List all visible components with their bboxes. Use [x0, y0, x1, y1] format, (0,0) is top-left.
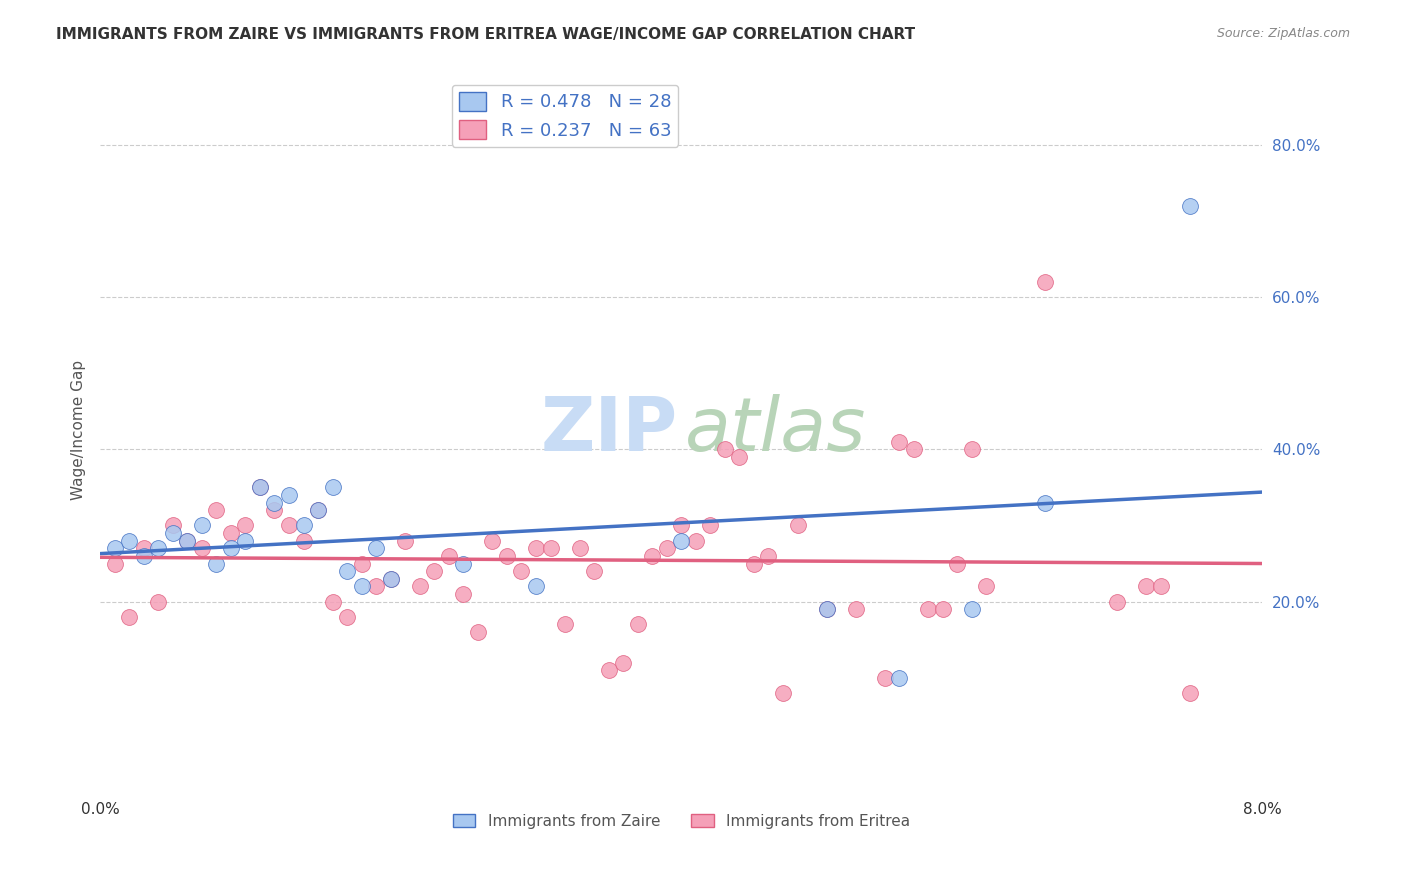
Legend: Immigrants from Zaire, Immigrants from Eritrea: Immigrants from Zaire, Immigrants from E… — [447, 807, 917, 835]
Point — [191, 518, 214, 533]
Point — [758, 549, 780, 563]
Point — [481, 533, 503, 548]
Point — [554, 617, 576, 632]
Point — [322, 480, 344, 494]
Point — [263, 495, 285, 509]
Point — [132, 549, 155, 563]
Point — [453, 557, 475, 571]
Point — [845, 602, 868, 616]
Point — [307, 503, 329, 517]
Point — [583, 564, 606, 578]
Point — [699, 518, 721, 533]
Point — [960, 602, 983, 616]
Point — [742, 557, 765, 571]
Point — [568, 541, 591, 556]
Point — [366, 579, 388, 593]
Point — [612, 656, 634, 670]
Point — [219, 541, 242, 556]
Point — [278, 488, 301, 502]
Point — [772, 686, 794, 700]
Y-axis label: Wage/Income Gap: Wage/Income Gap — [72, 360, 86, 500]
Point — [1178, 686, 1201, 700]
Text: IMMIGRANTS FROM ZAIRE VS IMMIGRANTS FROM ERITREA WAGE/INCOME GAP CORRELATION CHA: IMMIGRANTS FROM ZAIRE VS IMMIGRANTS FROM… — [56, 27, 915, 42]
Point — [437, 549, 460, 563]
Point — [714, 442, 737, 457]
Point — [976, 579, 998, 593]
Point — [598, 663, 620, 677]
Point — [292, 533, 315, 548]
Point — [394, 533, 416, 548]
Point — [671, 518, 693, 533]
Point — [191, 541, 214, 556]
Point — [496, 549, 519, 563]
Point — [917, 602, 939, 616]
Point — [1150, 579, 1173, 593]
Point — [786, 518, 808, 533]
Point — [350, 579, 373, 593]
Point — [336, 564, 359, 578]
Point — [380, 572, 402, 586]
Point — [205, 503, 228, 517]
Point — [307, 503, 329, 517]
Point — [889, 434, 911, 449]
Point — [641, 549, 664, 563]
Point — [655, 541, 678, 556]
Point — [366, 541, 388, 556]
Point — [685, 533, 707, 548]
Point — [205, 557, 228, 571]
Point — [1033, 275, 1056, 289]
Point — [467, 625, 489, 640]
Point — [903, 442, 925, 457]
Point — [176, 533, 198, 548]
Point — [1033, 495, 1056, 509]
Point — [148, 541, 170, 556]
Point — [873, 671, 896, 685]
Point — [350, 557, 373, 571]
Point — [540, 541, 562, 556]
Point — [524, 541, 547, 556]
Point — [278, 518, 301, 533]
Point — [118, 609, 141, 624]
Point — [815, 602, 838, 616]
Point — [292, 518, 315, 533]
Point — [249, 480, 271, 494]
Point — [148, 594, 170, 608]
Text: atlas: atlas — [685, 394, 866, 467]
Point — [162, 526, 184, 541]
Point — [815, 602, 838, 616]
Point — [235, 533, 257, 548]
Point — [510, 564, 533, 578]
Point — [336, 609, 359, 624]
Point — [176, 533, 198, 548]
Text: Source: ZipAtlas.com: Source: ZipAtlas.com — [1216, 27, 1350, 40]
Point — [423, 564, 446, 578]
Point — [409, 579, 432, 593]
Point — [1107, 594, 1129, 608]
Point — [524, 579, 547, 593]
Point — [118, 533, 141, 548]
Point — [671, 533, 693, 548]
Point — [219, 526, 242, 541]
Point — [453, 587, 475, 601]
Point — [1135, 579, 1157, 593]
Point — [960, 442, 983, 457]
Point — [889, 671, 911, 685]
Text: ZIP: ZIP — [540, 393, 678, 467]
Point — [104, 557, 127, 571]
Point — [235, 518, 257, 533]
Point — [263, 503, 285, 517]
Point — [627, 617, 650, 632]
Point — [104, 541, 127, 556]
Point — [249, 480, 271, 494]
Point — [932, 602, 955, 616]
Point — [162, 518, 184, 533]
Point — [132, 541, 155, 556]
Point — [380, 572, 402, 586]
Point — [1178, 198, 1201, 212]
Point — [322, 594, 344, 608]
Point — [946, 557, 969, 571]
Point — [728, 450, 751, 464]
